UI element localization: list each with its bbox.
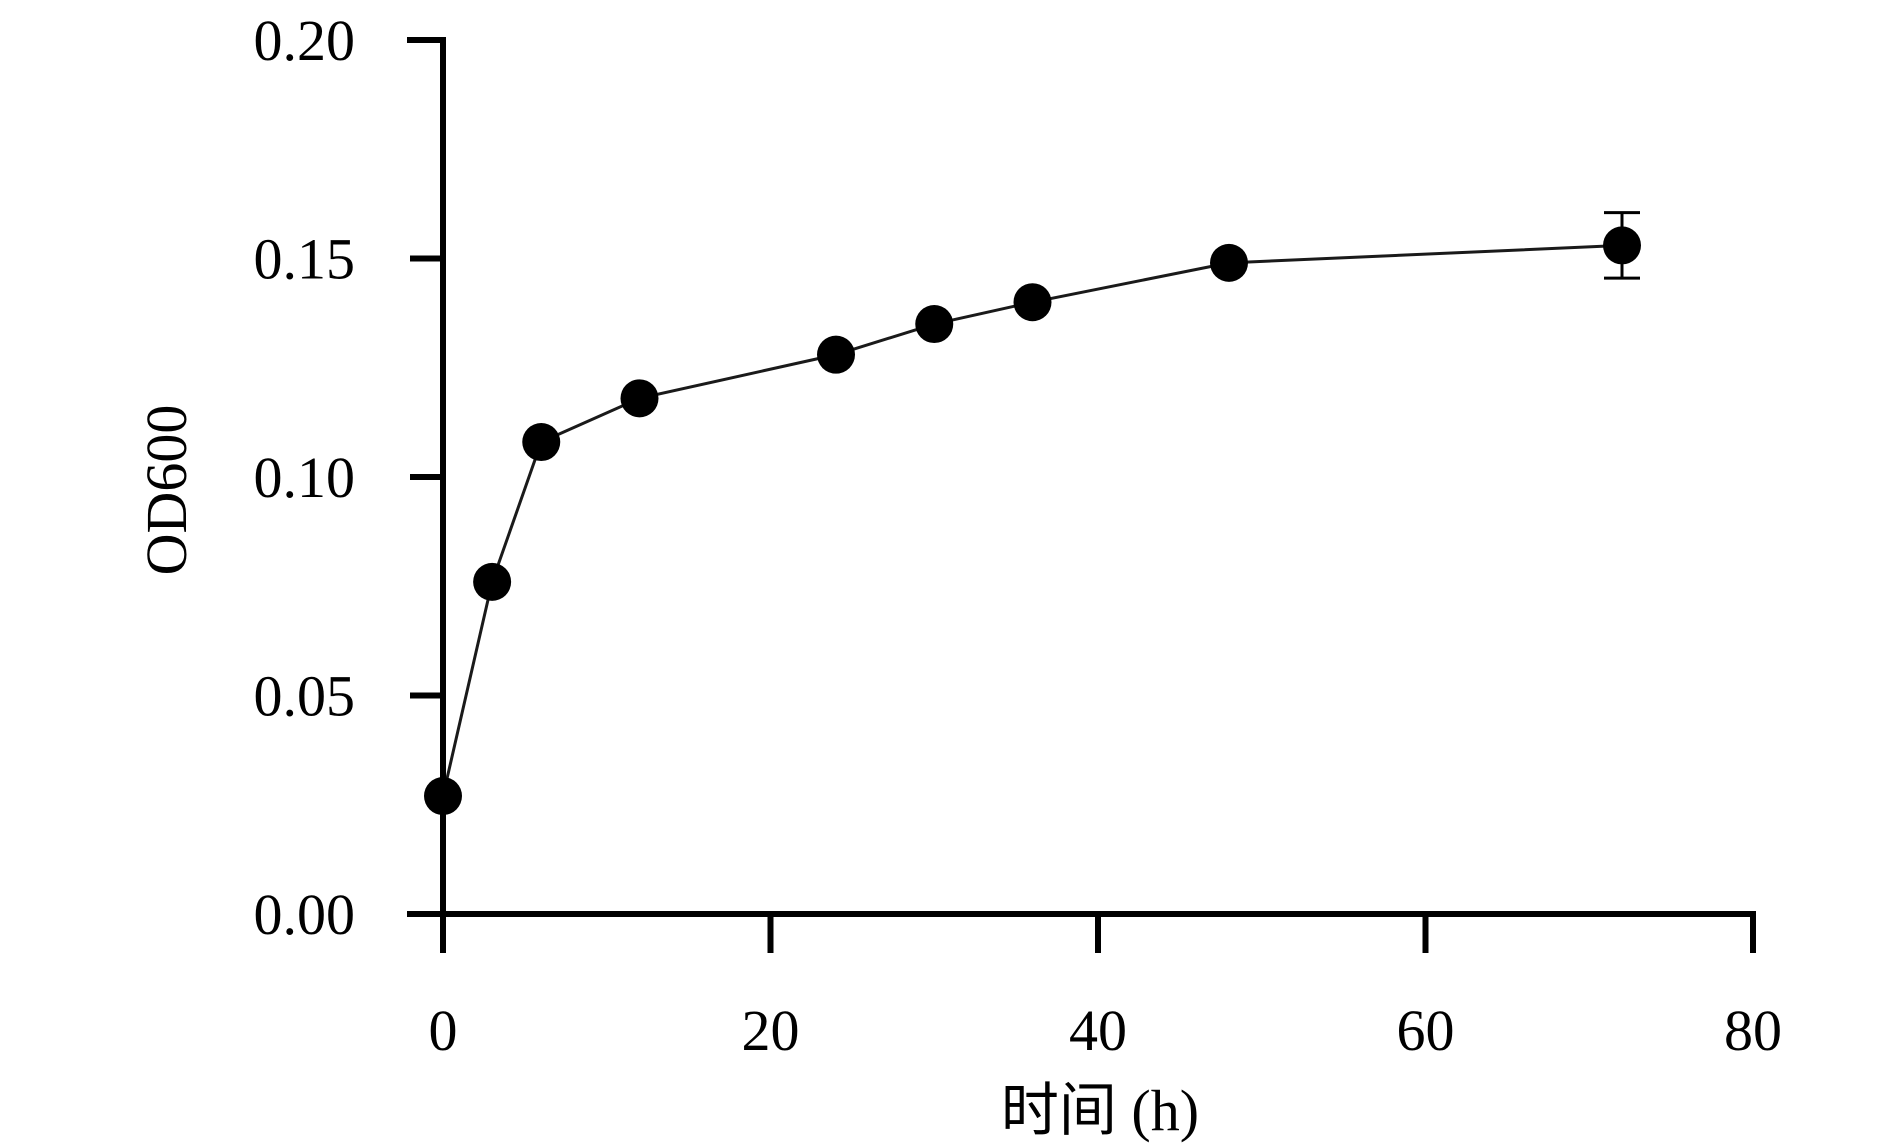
x-tick-label: 60	[1397, 998, 1455, 1063]
y-axis-title: OD600	[134, 405, 199, 576]
data-point	[1210, 243, 1248, 282]
data-point	[522, 423, 561, 462]
data-point	[817, 335, 855, 374]
x-tick-label: 80	[1724, 998, 1782, 1063]
x-axis-title: 时间 (h)	[1001, 1078, 1199, 1143]
x-tick-label: 20	[742, 998, 800, 1063]
y-tick-label: 0.15	[254, 227, 356, 292]
data-point	[915, 305, 954, 344]
data-point	[1603, 226, 1641, 265]
data-point	[1013, 283, 1052, 322]
y-tick-label: 0.00	[254, 882, 356, 947]
data-point	[620, 379, 659, 418]
data-point	[424, 777, 462, 816]
x-tick-label: 40	[1069, 998, 1127, 1063]
series-line	[441, 243, 1623, 797]
y-tick-label: 0.05	[254, 664, 356, 729]
y-tick-label: 0.20	[254, 8, 356, 73]
plot-area	[424, 211, 1641, 816]
data-point	[473, 562, 512, 601]
x-tick-label: 0	[429, 998, 458, 1063]
y-tick-label: 0.10	[254, 445, 356, 510]
axes: 0.00 0.05 0.10 0.15 0.20 0 20 40 60 80	[254, 8, 1783, 1063]
